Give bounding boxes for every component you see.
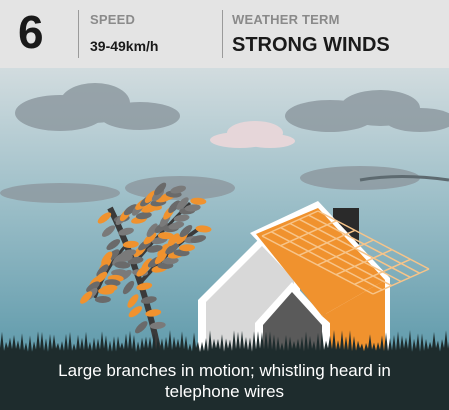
- force-number: 6: [18, 6, 44, 58]
- term-value: STRONG WINDS: [232, 34, 390, 57]
- caption: Large branches in motion; whistling hear…: [0, 352, 449, 410]
- divider: [78, 10, 79, 58]
- term-label: WEATHER TERM: [232, 12, 340, 27]
- speed-value: 39-49km/h: [90, 38, 158, 54]
- header: 6 SPEED 39-49km/h WEATHER TERM STRONG WI…: [0, 0, 449, 68]
- card: 6 SPEED 39-49km/h WEATHER TERM STRONG WI…: [0, 0, 449, 410]
- speed-label: SPEED: [90, 12, 135, 27]
- divider: [222, 10, 223, 58]
- leaf: [98, 288, 114, 295]
- illustration: [0, 68, 449, 358]
